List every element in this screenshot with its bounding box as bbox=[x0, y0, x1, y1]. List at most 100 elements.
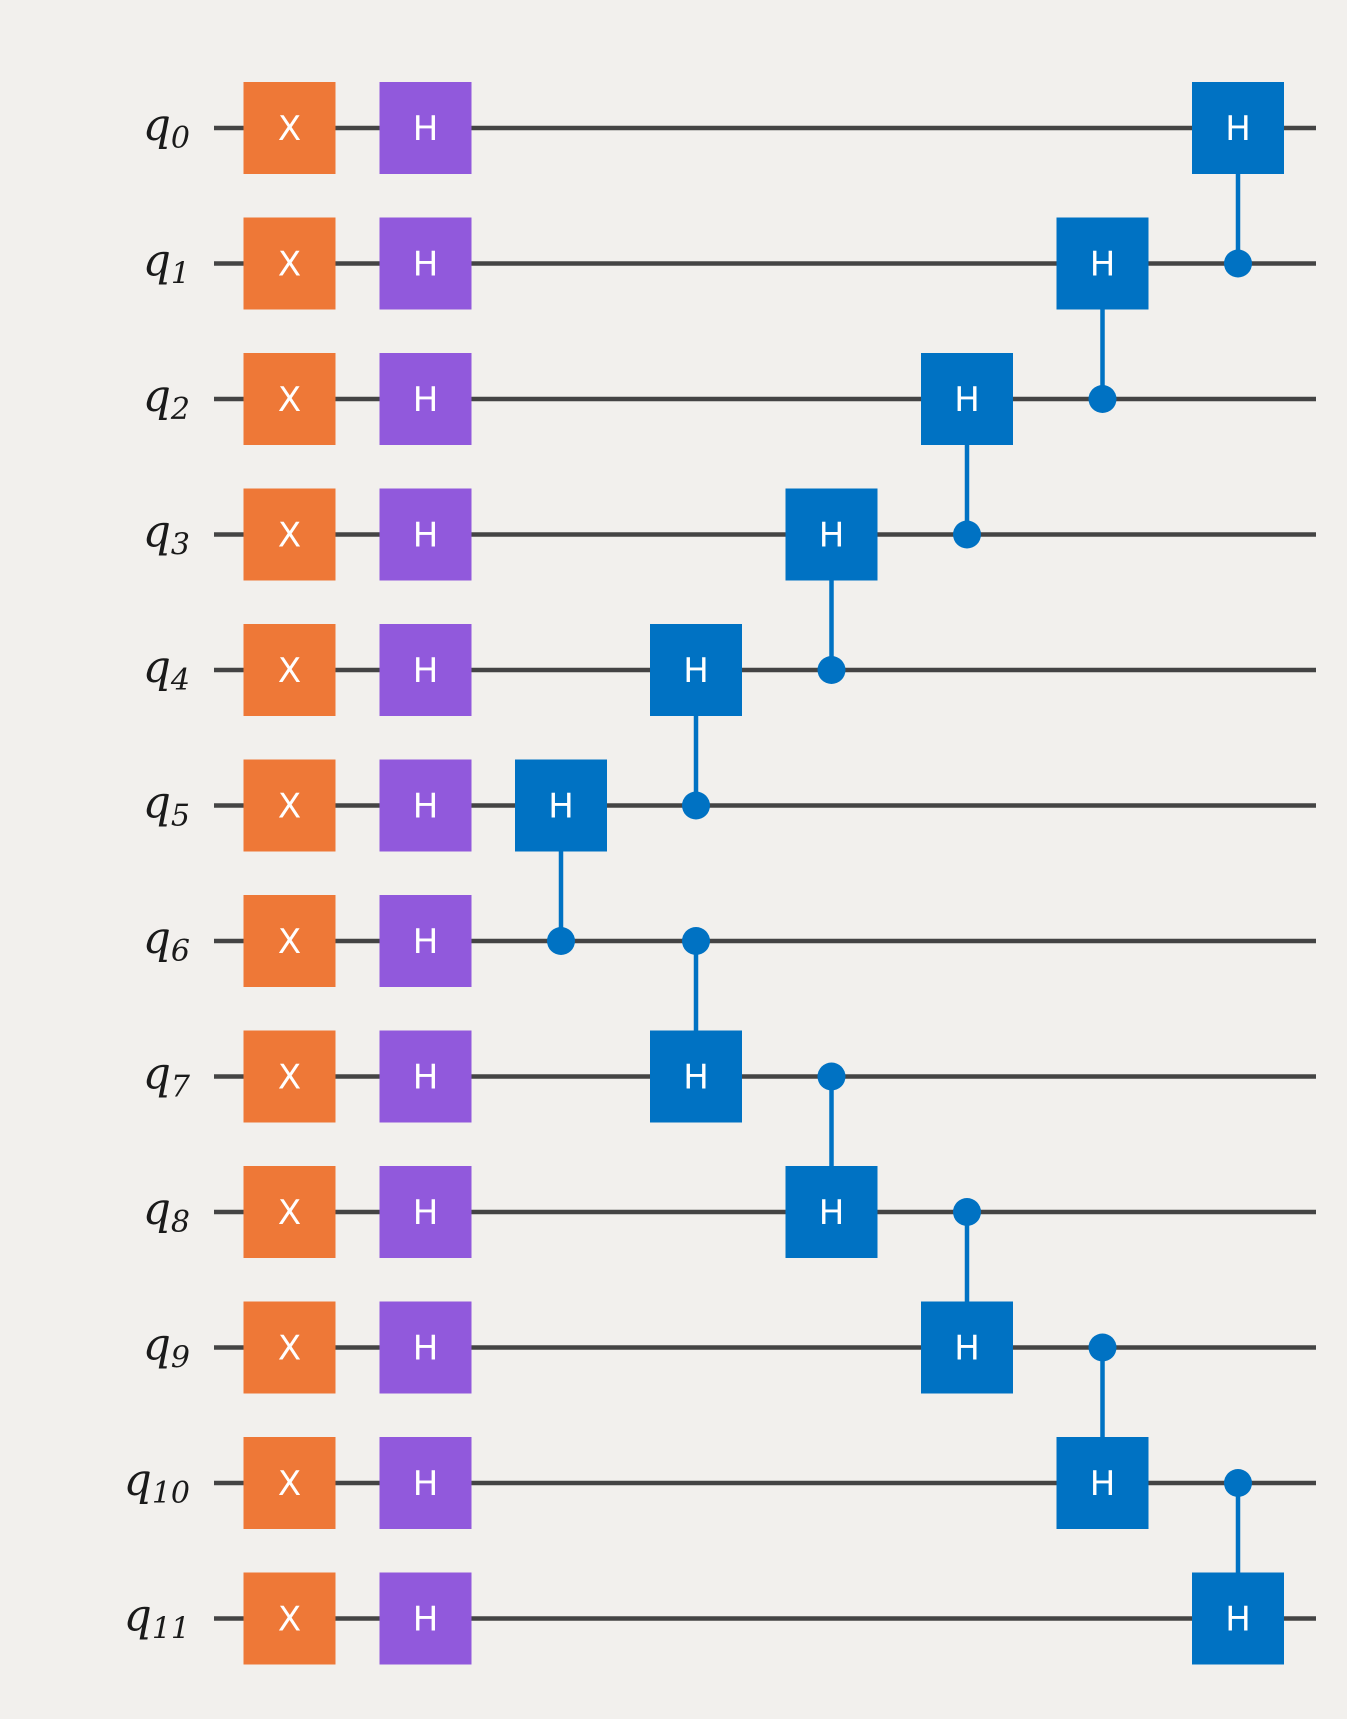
qubit-label-subscript: 6 bbox=[171, 934, 190, 969]
x-gate-label: X bbox=[278, 787, 301, 827]
control-dot bbox=[1224, 1469, 1252, 1497]
h-gate-box bbox=[379, 1301, 472, 1394]
h-gate-box bbox=[379, 1437, 472, 1529]
h-gate-box bbox=[379, 759, 472, 852]
qubit-label-base: q bbox=[143, 507, 171, 558]
controlled-h-gate-box bbox=[785, 1166, 878, 1258]
control-dot bbox=[817, 1062, 846, 1091]
qubit-label: q9 bbox=[143, 1320, 190, 1376]
qubit-label-subscript: 2 bbox=[170, 392, 190, 427]
x-gate: X bbox=[243, 488, 336, 581]
controlled-h-gate-label: H bbox=[819, 1193, 845, 1233]
h-gate-label: H bbox=[413, 922, 439, 962]
gates: X X X X X X X X X X X X H H H H H H H H H H H H H H H H H H H H H H H bbox=[243, 82, 1284, 1665]
control-dot bbox=[953, 1198, 981, 1226]
x-gate-box bbox=[243, 895, 336, 987]
h-gate-label: H bbox=[413, 651, 439, 691]
h-gate-label: H bbox=[413, 1600, 439, 1640]
controlled-h-gate-box bbox=[650, 1030, 742, 1123]
qubit-label: q2 bbox=[143, 371, 190, 427]
h-gate: H bbox=[379, 353, 472, 445]
h-gate-label: H bbox=[413, 1329, 439, 1369]
qubit-label: q3 bbox=[143, 507, 190, 563]
qubit-label-subscript: 3 bbox=[171, 528, 190, 563]
x-gate: X bbox=[243, 217, 336, 310]
controlled-h-gate-box bbox=[650, 624, 742, 716]
h-gate-box bbox=[379, 1030, 472, 1123]
qubit-label: q5 bbox=[143, 778, 190, 834]
controlled-h-gate: H bbox=[921, 1301, 1013, 1394]
h-gate: H bbox=[379, 217, 472, 310]
x-gate: X bbox=[243, 82, 336, 174]
controlled-h-gate-box bbox=[1056, 217, 1149, 310]
h-gate-label: H bbox=[413, 1464, 439, 1504]
x-gate: X bbox=[243, 1166, 336, 1258]
qubit-label: q7 bbox=[143, 1049, 191, 1105]
x-gate-label: X bbox=[278, 1329, 301, 1369]
h-gate: H bbox=[379, 1030, 472, 1123]
controlled-h-gate: H bbox=[650, 624, 742, 716]
qubit-label-base: q bbox=[143, 913, 171, 964]
h-gate-label: H bbox=[413, 787, 439, 827]
x-gate-label: X bbox=[278, 1464, 301, 1504]
qubit-label: q8 bbox=[143, 1184, 190, 1240]
x-gate-label: X bbox=[278, 651, 301, 691]
controlled-h-gate-label: H bbox=[954, 380, 980, 420]
x-gate-label: X bbox=[278, 922, 301, 962]
control-dot bbox=[817, 656, 846, 684]
controlled-h-gate-box bbox=[1056, 1437, 1149, 1529]
x-gate-label: X bbox=[278, 1193, 301, 1233]
qubit-label-subscript: 4 bbox=[170, 663, 190, 698]
controlled-h-gate-label: H bbox=[954, 1329, 980, 1369]
h-gate-box bbox=[379, 488, 472, 581]
qubit-label-base: q bbox=[143, 100, 171, 151]
qubit-label: q10 bbox=[124, 1455, 190, 1511]
qubit-label: q6 bbox=[143, 913, 190, 969]
qubit-label-base: q bbox=[143, 642, 171, 693]
controlled-h-gate-box bbox=[1192, 1572, 1284, 1665]
h-gate: H bbox=[379, 1572, 472, 1665]
controlled-h-gate-box bbox=[921, 1301, 1013, 1394]
control-dot bbox=[1224, 249, 1252, 278]
qubit-label: q4 bbox=[143, 642, 190, 698]
x-gate: X bbox=[243, 1572, 336, 1665]
qubit-label-subscript: 7 bbox=[171, 1070, 191, 1105]
h-gate-label: H bbox=[413, 1193, 439, 1233]
qubit-label-base: q bbox=[143, 778, 171, 829]
qubit-label-base: q bbox=[124, 1591, 152, 1642]
x-gate: X bbox=[243, 624, 336, 716]
x-gate-box bbox=[243, 1437, 336, 1529]
h-gate-label: H bbox=[413, 245, 439, 285]
controlled-h-gate-label: H bbox=[683, 1058, 709, 1098]
x-gate-box bbox=[243, 624, 336, 716]
qubit-label: q0 bbox=[143, 100, 190, 156]
x-gate-label: X bbox=[278, 245, 301, 285]
control-dot bbox=[682, 791, 710, 820]
h-gate-label: H bbox=[413, 380, 439, 420]
x-gate-box bbox=[243, 1572, 336, 1665]
h-gate: H bbox=[379, 624, 472, 716]
qubit-label-base: q bbox=[124, 1455, 152, 1506]
h-gate-box bbox=[379, 1572, 472, 1665]
control-dot bbox=[953, 520, 981, 549]
qubit-label-base: q bbox=[143, 1320, 171, 1371]
qubit-label-subscript: 1 bbox=[171, 257, 190, 292]
controlled-h-gate-label: H bbox=[1225, 109, 1251, 149]
x-gate-label: X bbox=[278, 516, 301, 556]
x-gate-box bbox=[243, 1301, 336, 1394]
x-gate: X bbox=[243, 759, 336, 852]
x-gate-box bbox=[243, 217, 336, 310]
controlled-h-gate: H bbox=[515, 759, 607, 852]
h-gate-label: H bbox=[413, 1058, 439, 1098]
qubit-label-subscript: 5 bbox=[171, 799, 190, 834]
controlled-h-gate-label: H bbox=[1225, 1600, 1251, 1640]
h-gate-box bbox=[379, 624, 472, 716]
h-gate: H bbox=[379, 895, 472, 987]
x-gate-box bbox=[243, 759, 336, 852]
h-gate-box bbox=[379, 895, 472, 987]
controlled-h-gate: H bbox=[1192, 82, 1284, 174]
qubit-label: q1 bbox=[143, 236, 190, 292]
h-gate: H bbox=[379, 759, 472, 852]
x-gate-box bbox=[243, 353, 336, 445]
